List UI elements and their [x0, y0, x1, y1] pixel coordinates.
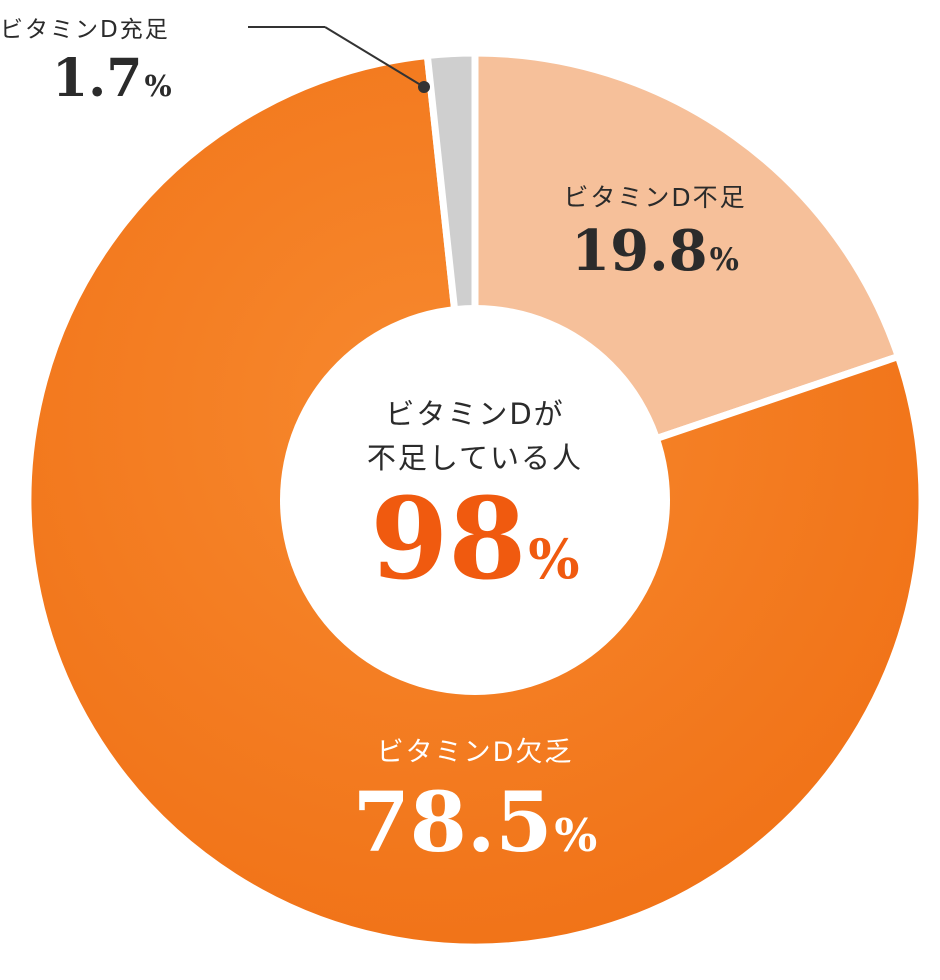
center-label-line2: 不足している人 — [366, 441, 584, 475]
slice-label-deficient-value: 78.5% — [352, 775, 598, 871]
slice-label-deficient: ビタミンD欠乏 78.5% — [305, 730, 645, 871]
slice-label-deficient-name: ビタミンD欠乏 — [376, 737, 574, 768]
slice-label-insufficient: ビタミンD不足 19.8% — [520, 178, 790, 284]
slice-label-insufficient-value: 19.8% — [571, 218, 739, 284]
slice-label-insufficient-name: ビタミンD不足 — [563, 183, 747, 212]
center-label-line1: ビタミンDが — [385, 397, 565, 431]
callout-leader-dot — [418, 81, 430, 93]
center-disc — [280, 305, 670, 695]
slice-label-sufficient-name: ビタミンD充足 — [0, 17, 170, 43]
center-label-value: 98% — [370, 474, 580, 605]
slice-label-sufficient-value: 1.7% — [52, 48, 172, 109]
center-label: ビタミンDが 不足している人 98% — [330, 392, 620, 621]
callout-leader-diagonal — [324, 26, 425, 88]
slice-label-sufficient: ビタミンD充足 1.7% — [0, 10, 232, 109]
